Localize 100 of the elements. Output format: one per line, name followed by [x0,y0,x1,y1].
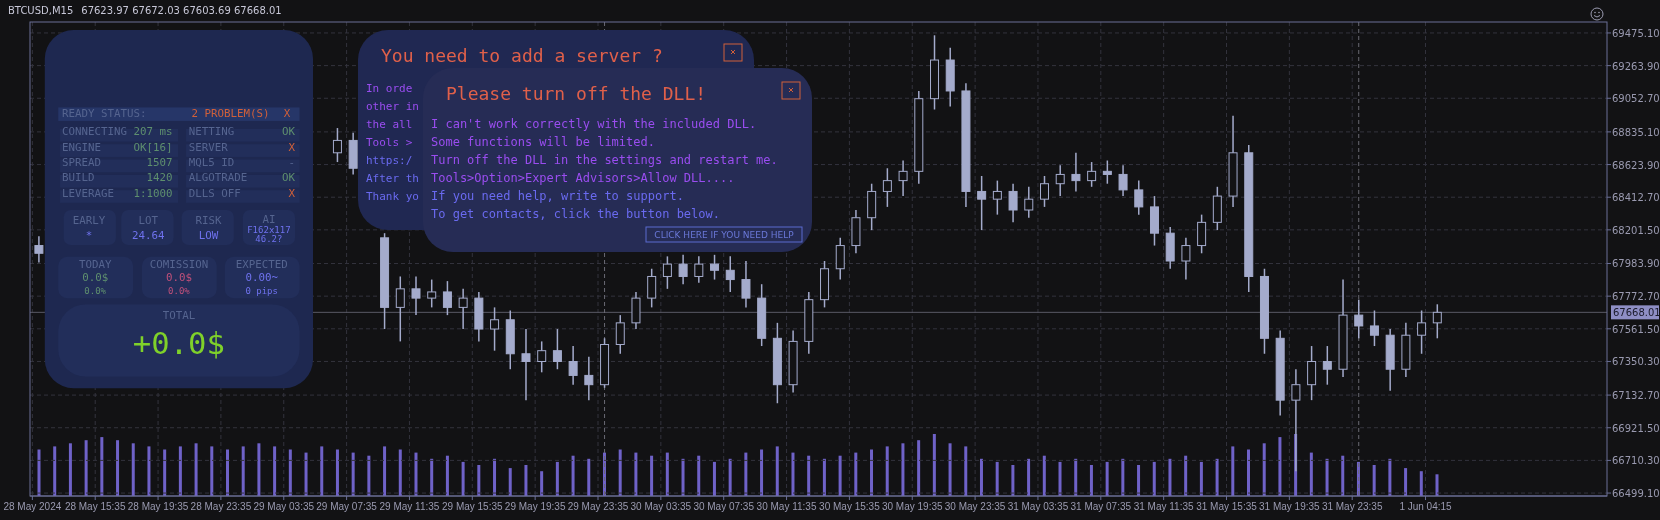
candlestick [1307,345,1317,401]
candlestick [411,275,421,316]
candlestick [584,356,594,401]
bar [304,452,308,496]
candlestick [710,254,720,281]
x-tick-label: 29 May 23:35 [567,501,629,512]
bar [838,455,842,496]
annotation: After th [366,172,419,185]
candlestick [395,275,405,343]
annotation: LEVERAGE [61,186,114,200]
bar [116,440,120,496]
bar [712,461,716,496]
annotation: CONNECTING [61,125,127,139]
bar [225,449,229,496]
x-tick-label: 31 May 15:35 [1196,501,1258,512]
candlestick [1322,345,1332,386]
annotation: X [283,107,291,121]
annotation: Tools>Option>Expert Advisors>Allow DLL.... [431,171,735,185]
candlestick [1008,182,1018,224]
candlestick [898,159,908,197]
annotation: the all [366,118,413,131]
x-tick-label: 31 May 11:35 [1133,501,1195,512]
bar [979,458,983,496]
bar [760,449,764,496]
annotation: - [288,155,295,169]
candlestick [741,260,751,309]
x-tick-label: 30 May 19:35 [881,501,943,512]
y-tick-label: 69263.90 [1612,60,1660,72]
bar [1168,458,1172,496]
bar [241,446,245,496]
bar [288,449,292,496]
candlestick [1417,309,1427,355]
candlestick [442,280,452,316]
annotation: https:/ [366,154,413,167]
bar [1152,461,1156,496]
annotation: OK [281,125,296,139]
candlestick [1118,164,1128,197]
bar [1089,465,1093,496]
annotation: LOW [198,228,219,242]
text: Please turn off the DLL! [446,83,707,104]
bar [885,446,889,496]
y-tick-label: 66710.30 [1612,455,1660,467]
bar [618,449,622,496]
annotation: * [85,228,93,242]
candlestick [1040,175,1049,208]
bar [1215,458,1219,496]
candlestick [992,179,1002,216]
bar [1278,437,1282,496]
bar [1137,465,1141,496]
annotation: 207 ms [133,125,173,139]
bar [273,446,277,496]
candlestick [521,328,531,401]
annotation: ENGINE [61,140,101,154]
candlestick [552,328,562,370]
bar [37,449,41,496]
x-tick-label: 29 May 07:35 [316,501,378,512]
candlestick [1087,161,1097,188]
candlestick [694,255,704,284]
annotation: SERVER [188,140,229,154]
x-tick-label: 31 May 07:35 [1070,501,1132,512]
bar [84,440,88,496]
x-tick-label: 29 May 19:35 [504,501,566,512]
bar [100,437,104,496]
bar [728,458,732,496]
bar [1105,461,1109,496]
chart-title: BTCUSD,M15 [8,5,74,16]
annotation: 0.0% [84,285,107,296]
bar [650,455,654,496]
bar [461,461,465,496]
text: You need to add a server ? [381,45,663,66]
annotation: +0.0$ [132,326,225,361]
x-tick-label: 30 May 03:35 [630,501,692,512]
annotation: If you need help, write to support. [431,189,684,203]
x-tick-label: 30 May 07:35 [693,501,755,512]
x-tick-label: 31 May 23:35 [1321,501,1383,512]
bar [398,449,402,496]
candlestick [977,175,987,231]
x-tick-label: 30 May 15:35 [819,501,881,512]
candlestick [662,255,672,290]
candlestick [458,288,468,330]
annotation: OK[16] [133,140,173,154]
bar [822,458,826,496]
y-tick-label: 67132.70 [1612,390,1660,402]
annotation: I can't work correctly with the included DLL. [431,117,757,131]
annotation: 0.00~ [245,271,279,285]
annotation: In orde [366,82,413,95]
bar [1199,461,1203,496]
annotation: X [288,140,296,154]
candlestick [1134,179,1144,216]
bar [320,446,324,496]
bar [1231,446,1235,496]
bar [948,443,952,496]
x-tick-label: 28 May 15:35 [64,501,126,512]
candlestick [34,235,44,264]
bar [1419,471,1423,496]
bar [131,443,135,496]
bar [1372,465,1376,496]
bar [854,452,858,496]
candlestick [1354,298,1364,340]
annotation: Thank yo [366,190,419,203]
